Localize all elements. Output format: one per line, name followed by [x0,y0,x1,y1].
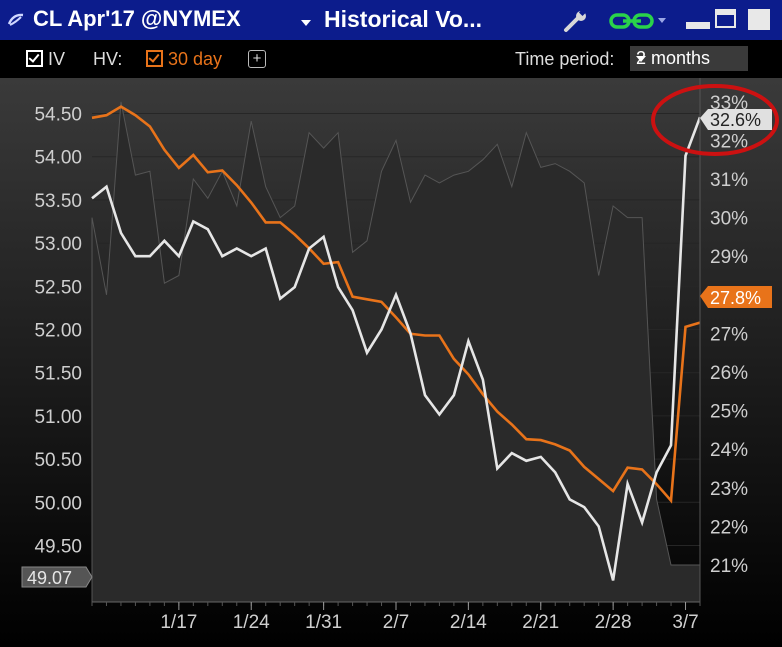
x-axis-tick-label: 2/28 [595,612,632,633]
x-axis-tick-label: 3/7 [672,612,698,633]
highlight-circle [651,84,779,156]
right-axis-tick-label: 31% [710,170,748,191]
toolbar: IV HV: 30 day + Time period: 2 months [0,40,782,78]
price-line [91,116,702,581]
link-icon[interactable] [7,12,25,28]
time-period-label: Time period: [515,49,615,69]
left-axis-tick-label: 51.00 [34,407,82,428]
window-symbol: CL Apr'17 @NYMEX [33,6,241,31]
iv-area [91,101,701,603]
hv-checkbox-icon[interactable] [146,50,163,67]
chart-area: 1/17 1/24 1/31 2/7 2/14 2/21 2/28 3/7 54.50 54.0… [0,78,782,647]
x-axis-tick-label: 1/17 [160,612,197,633]
right-axis-tick-label: 21% [710,556,748,577]
right-axis-tick-label: 24% [710,440,748,461]
x-axis-tick-label: 1/31 [305,612,342,633]
iv-last-badge: 32.6% [700,109,772,130]
price-last-label: 49.07 [27,568,72,588]
time-period-value: 2 months [636,48,711,68]
right-axis-tick-label: 33% [710,93,748,114]
left-axis-tick-label: 52.50 [34,277,82,298]
chevron-down-icon [636,56,646,62]
symbol-dropdown-arrow-icon[interactable] [301,20,311,26]
close-icon[interactable] [748,9,770,30]
x-axis-tick-label: 2/7 [383,612,409,633]
right-axis-tick-label: 27% [710,324,748,345]
iv-last-label: 32.6% [710,110,761,130]
left-axis-tick-label: 54.50 [34,105,82,126]
title-bar: CL Apr'17 @NYMEX Historical Vo... [0,0,782,40]
left-axis-tick-label: 53.00 [34,234,82,255]
price-last-badge: 49.07 [21,566,93,588]
iv-toggle[interactable]: IV [26,49,65,70]
iv-label: IV [48,49,66,69]
minimize-icon[interactable] [686,22,710,29]
x-axis-tick-label: 2/21 [522,612,559,633]
hv-period-label: 30 day [168,49,223,69]
maximize-icon[interactable] [715,9,736,28]
right-axis-tick-label: 22% [710,517,748,538]
right-axis-tick-label: 32% [710,131,748,152]
time-period-select[interactable]: 2 months [630,46,748,71]
wrench-icon[interactable] [563,9,589,33]
hv-label: HV: [93,49,123,69]
right-axis-tick-label: 26% [710,363,748,384]
hv-last-badge: 27.8% [700,286,772,308]
hv-30day-toggle[interactable]: 30 day [146,49,222,70]
chain-link-icon[interactable] [608,11,656,31]
iv-checkbox-icon[interactable] [26,50,43,67]
right-axis-tick-label: 29% [710,247,748,268]
link-dropdown-arrow-icon[interactable] [658,18,666,23]
right-axis-tick-label: 30% [710,209,748,230]
left-axis-tick-label: 53.50 [34,191,82,212]
left-axis-tick-label: 50.00 [34,493,82,514]
left-axis-tick-label: 49.50 [34,537,82,558]
hv-line [91,105,701,504]
add-hv-button[interactable]: + [248,50,266,68]
left-axis-tick-label: 52.00 [34,321,82,342]
left-axis-tick-label: 54.00 [34,148,82,169]
x-axis-tick-label: 1/24 [233,612,270,633]
left-axis-tick-label: 51.50 [34,364,82,385]
right-axis-tick-label: 23% [710,479,748,500]
left-axis-tick-label: 50.50 [34,450,82,471]
x-axis-tick-label: 2/14 [450,612,487,633]
hv-last-label: 27.8% [710,288,761,308]
window-title: Historical Vo... [324,6,483,32]
right-axis-tick-label: 25% [710,402,748,423]
